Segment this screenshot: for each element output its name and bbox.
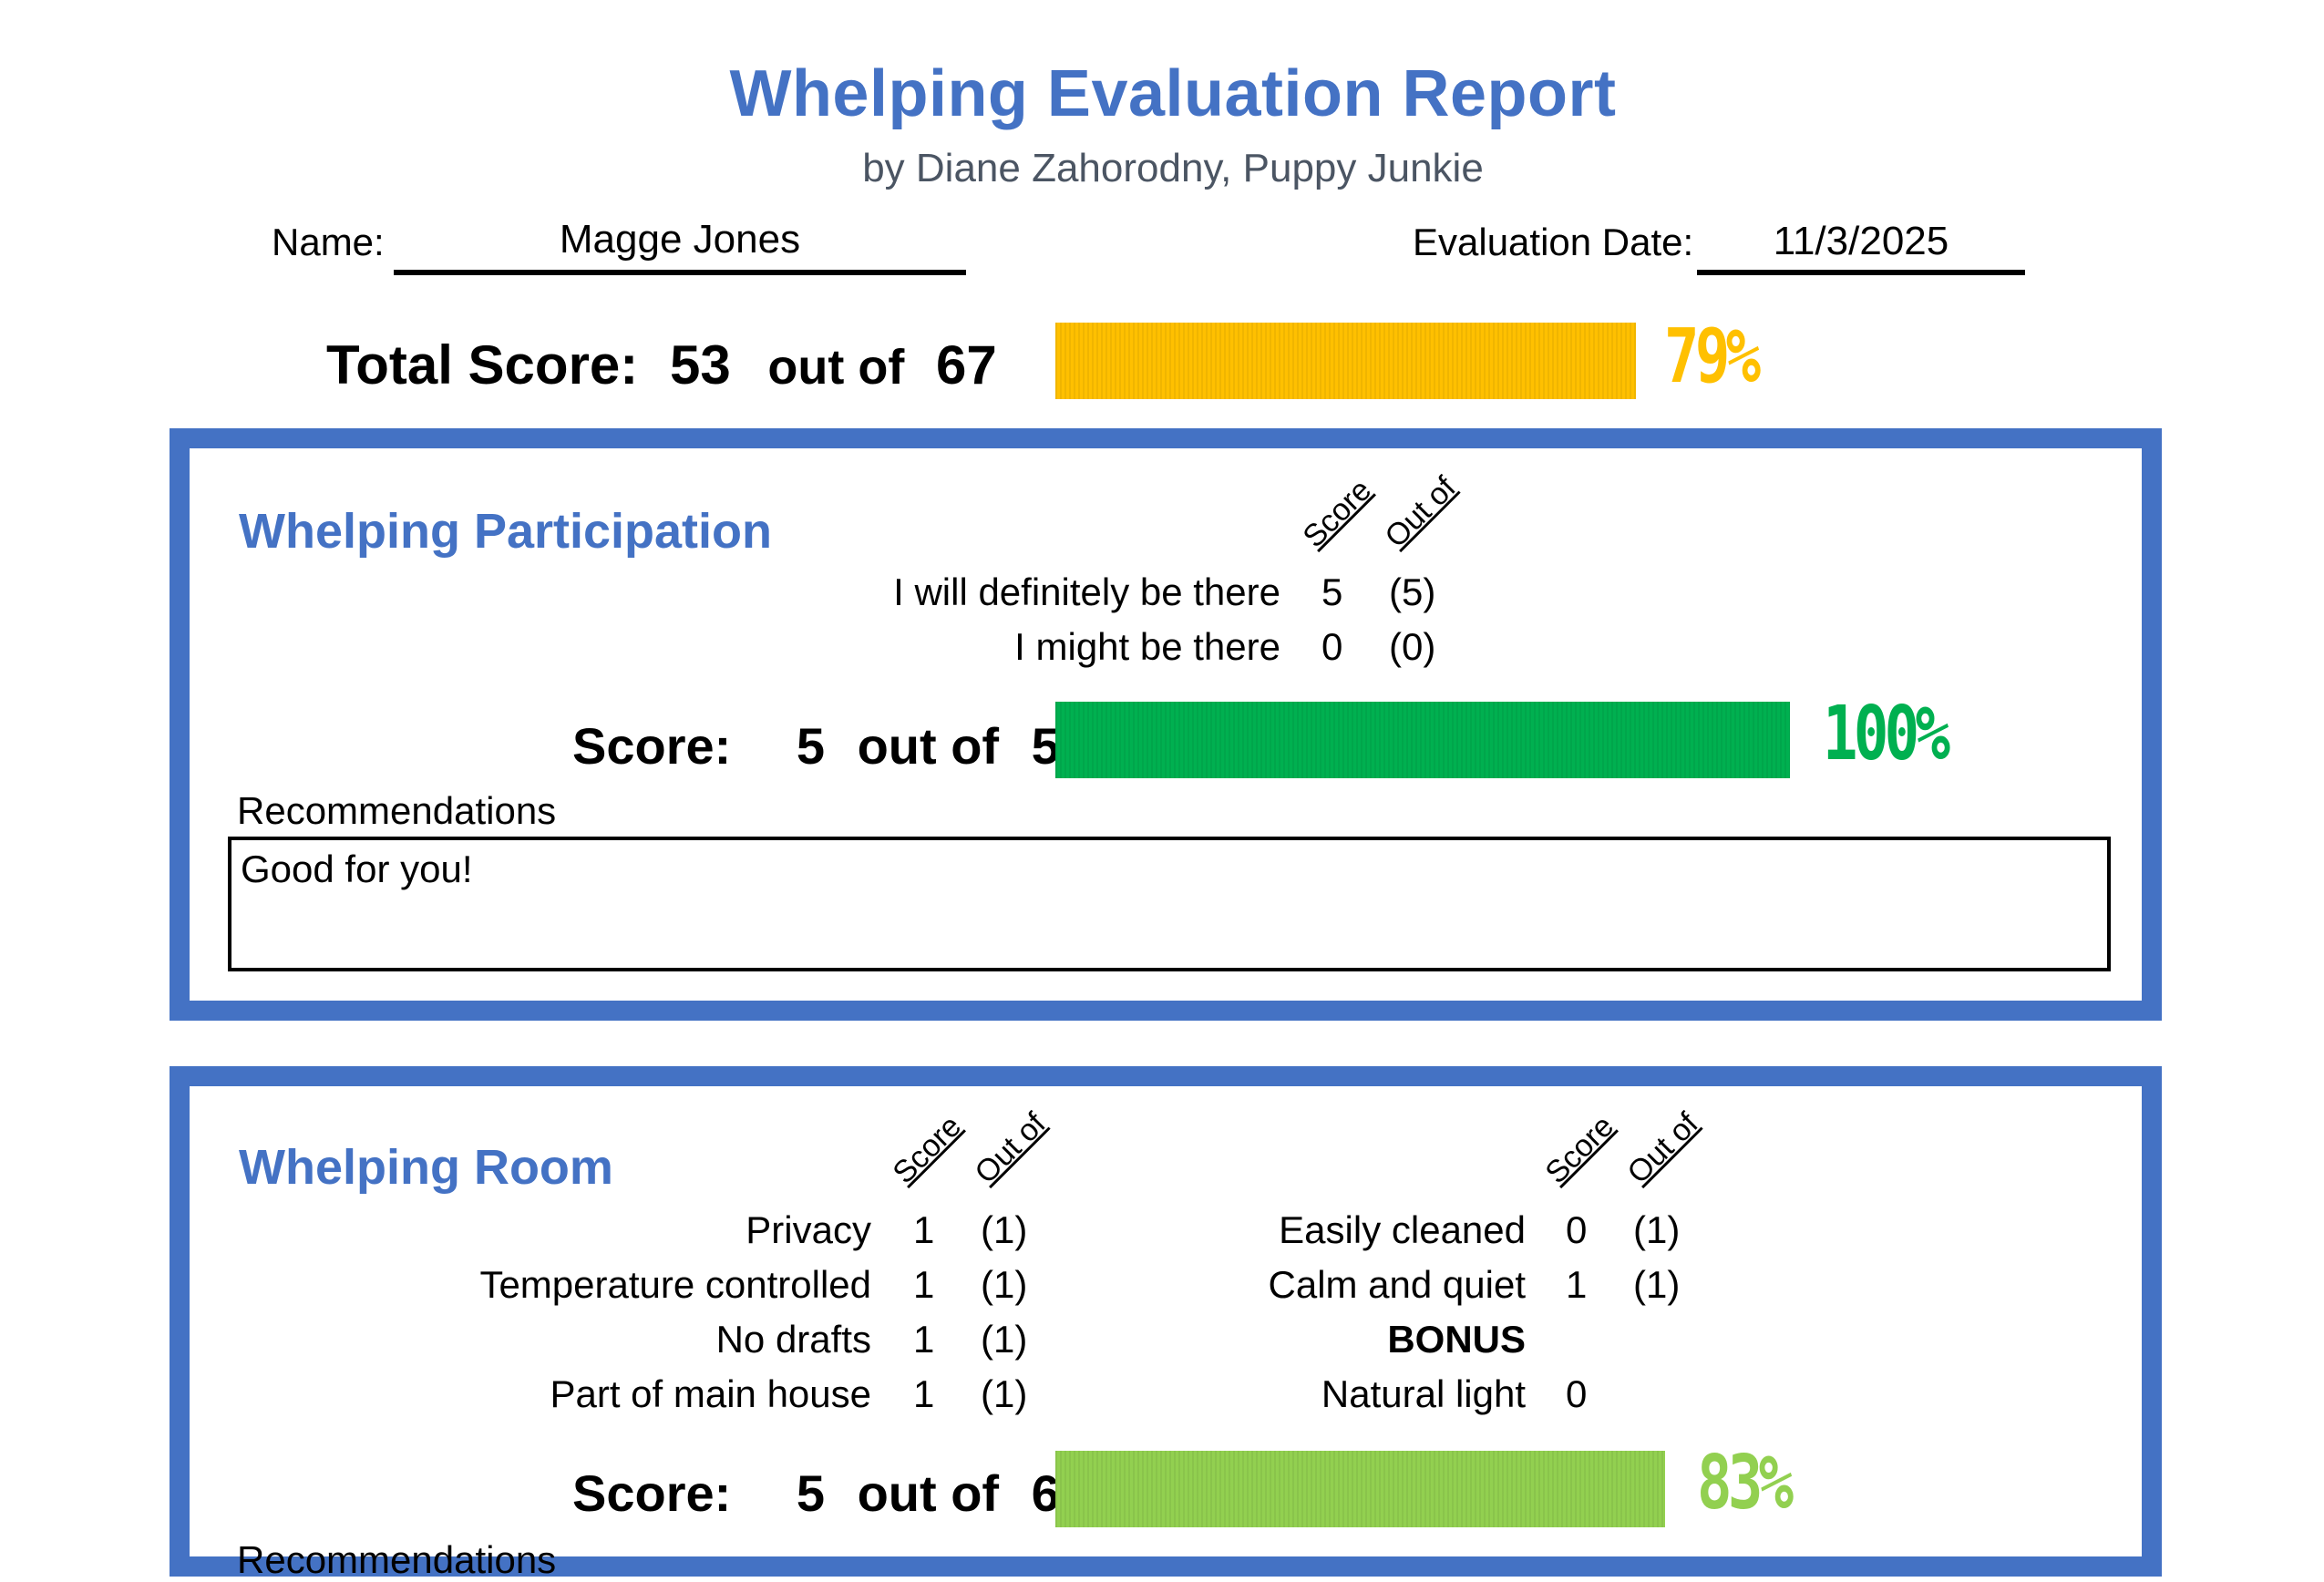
room-score-label: Score: (572, 1464, 732, 1522)
date-underline (1697, 270, 2025, 275)
room-item-score: 1 (913, 1372, 935, 1415)
room-score-value: 5 (796, 1464, 826, 1522)
room-item-label: Part of main house (550, 1372, 871, 1415)
room-item-label: Calm and quiet (1268, 1263, 1527, 1306)
participation-panel (170, 428, 2162, 1021)
room-item-label: Privacy (746, 1208, 871, 1251)
participation-item-score: 0 (1321, 625, 1343, 668)
evaluation-date-value: 11/3/2025 (1773, 219, 1949, 263)
room-item-score: 1 (913, 1208, 935, 1251)
name-value: Magge Jones (559, 217, 801, 262)
participation-max-value: 5 (1031, 717, 1060, 775)
room-score-percent: 83% (1697, 1440, 1794, 1526)
report-subtitle: by Diane Zahorodny, Puppy Junkie (862, 146, 1484, 190)
room-recommendations-label: Recommendations (237, 1538, 557, 1581)
room-title: Whelping Room (239, 1140, 613, 1195)
total-score-percent: 79% (1664, 313, 1761, 400)
participation-item-label: I will definitely be there (893, 570, 1280, 613)
room-item-max: (1) (981, 1318, 1028, 1361)
evaluation-date-label: Evaluation Date: (1413, 221, 1694, 263)
participation-recommendations-label: Recommendations (237, 789, 557, 832)
total-max-value: 67 (935, 334, 997, 396)
participation-score-line: Score: 5 out of 5 (572, 716, 1060, 776)
room-item-max: (1) (1633, 1208, 1681, 1251)
room-score-bar (1055, 1451, 1665, 1527)
participation-item-label: I might be there (1014, 625, 1280, 668)
participation-item-max: (0) (1389, 625, 1436, 668)
room-out-of-label: out of (857, 1464, 1000, 1522)
participation-score-percent: 100% (1823, 691, 1950, 777)
participation-item-max: (5) (1389, 570, 1436, 613)
name-label: Name: (272, 221, 385, 263)
room-item-score: 1 (913, 1318, 935, 1361)
total-score-value: 53 (669, 334, 731, 396)
room-item-max: (1) (981, 1263, 1028, 1306)
room-item-max: (1) (981, 1372, 1028, 1415)
participation-score-label: Score: (572, 717, 732, 775)
room-item-score: 1 (1566, 1263, 1588, 1306)
participation-out-of-label: out of (857, 717, 1000, 775)
participation-recommendation-text: Good for you! (241, 848, 473, 890)
room-bonus-label: BONUS (1387, 1318, 1526, 1361)
room-item-label: No drafts (715, 1318, 871, 1361)
name-underline (394, 270, 966, 275)
participation-score-bar (1055, 702, 1790, 778)
room-item-label: Temperature controlled (479, 1263, 871, 1306)
room-max-value: 6 (1031, 1464, 1060, 1522)
participation-recommendations-box[interactable]: Good for you! (228, 837, 2111, 971)
room-item-max: (1) (1633, 1263, 1681, 1306)
total-score-bar (1055, 323, 1636, 399)
participation-score-value: 5 (796, 717, 826, 775)
participation-item-score: 5 (1321, 570, 1343, 613)
report-title: Whelping Evaluation Report (729, 57, 1617, 130)
room-bonus-item-score: 0 (1566, 1372, 1588, 1415)
room-item-score: 0 (1566, 1208, 1588, 1251)
total-out-of-label: out of (767, 340, 905, 395)
room-item-score: 1 (913, 1263, 935, 1306)
room-score-line: Score: 5 out of 6 (572, 1464, 1060, 1523)
room-bonus-item-label: Natural light (1321, 1372, 1526, 1415)
total-score-label: Total Score: (326, 334, 639, 396)
participation-title: Whelping Participation (239, 504, 773, 559)
room-item-max: (1) (981, 1208, 1028, 1251)
room-item-label: Easily cleaned (1279, 1208, 1526, 1251)
total-score-line: Total Score: 53 out of 67 (326, 334, 997, 396)
